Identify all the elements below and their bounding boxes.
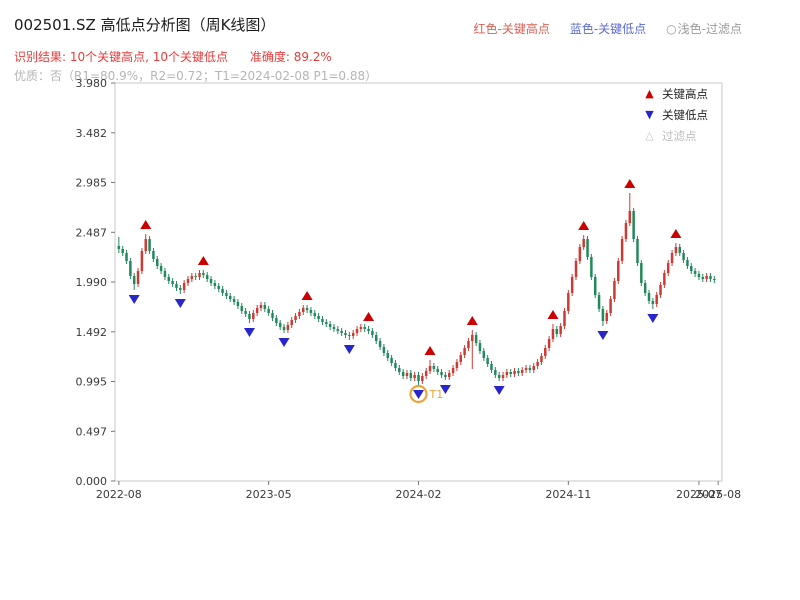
svg-text:3.482: 3.482 [76,127,108,140]
legend-item-key-high: ▲ 关键高点 [643,86,708,102]
filtered-point-t1: T1 [409,384,444,404]
svg-text:2.487: 2.487 [76,226,108,239]
header-legend: 红色-关键高点 蓝色-关键低点 ○ 浅色-过滤点 [473,20,742,37]
header-legend-filter: ○ 浅色-过滤点 [666,20,742,37]
t1-label: T1 [429,388,444,401]
svg-text:0.995: 0.995 [76,376,108,389]
svg-text:1.492: 1.492 [76,326,108,339]
recognition-result-line: 识别结果: 10个关键高点, 10个关键低点 准确度: 89.2% [14,48,332,65]
plot-legend: ▲ 关键高点 ▼ 关键低点 △ 过滤点 [643,86,708,144]
svg-text:2.985: 2.985 [76,177,108,190]
svg-text:1.990: 1.990 [76,276,108,289]
legend-item-filtered: △ 过滤点 [643,128,708,144]
recognition-result-text: 识别结果: 10个关键高点, 10个关键低点 [14,50,229,64]
svg-text:2023-05: 2023-05 [246,488,292,501]
plot-frame [114,82,723,482]
legend-key-high-label: 关键高点 [662,87,708,101]
svg-text:2025-07: 2025-07 [676,488,722,501]
svg-text:2022-08: 2022-08 [96,488,142,501]
header-legend-filter-label: 浅色-过滤点 [677,22,742,36]
svg-text:0.497: 0.497 [76,425,108,438]
kline-chart: 0.000 0.497 0.995 1.492 1.990 2.487 2.985 3.482… [76,77,742,501]
x-axis: 2022-08 2023-05 2024-02 2024-11 2025-072025-… [96,481,741,501]
accuracy-text: 准确度: 89.2% [249,50,332,64]
svg-text:0.000: 0.000 [76,475,108,488]
header-legend-high: 红色-关键高点 [473,22,550,36]
red-up-triangle-icon: ▲ [645,87,654,100]
svg-text:3.980: 3.980 [76,77,108,90]
key-high-markers [140,179,682,355]
y-axis: 0.000 0.497 0.995 1.492 1.990 2.487 2.985 3.482… [76,77,115,488]
legend-filtered-label: 过滤点 [662,129,697,143]
open-circle-icon: ○ [666,21,677,36]
legend-item-key-low: ▼ 关键低点 [643,107,708,123]
blue-down-triangle-icon: ▼ [645,108,654,121]
svg-text:2024-11: 2024-11 [545,488,591,501]
header-legend-low: 蓝色-关键低点 [569,22,647,36]
light-triangle-icon: △ [645,129,654,142]
svg-text:2025-08: 2025-08 [695,488,741,501]
key-low-markers [128,295,659,399]
quality-line: 优质：否（R1=80.9%，R2=0.72；T1=2024-02-08 P1=0… [14,69,378,83]
legend-key-low-label: 关键低点 [662,108,708,122]
candles [117,193,716,385]
page-title: 002501.SZ 高低点分析图（周K线图） [14,16,276,34]
svg-text:2024-02: 2024-02 [396,488,442,501]
